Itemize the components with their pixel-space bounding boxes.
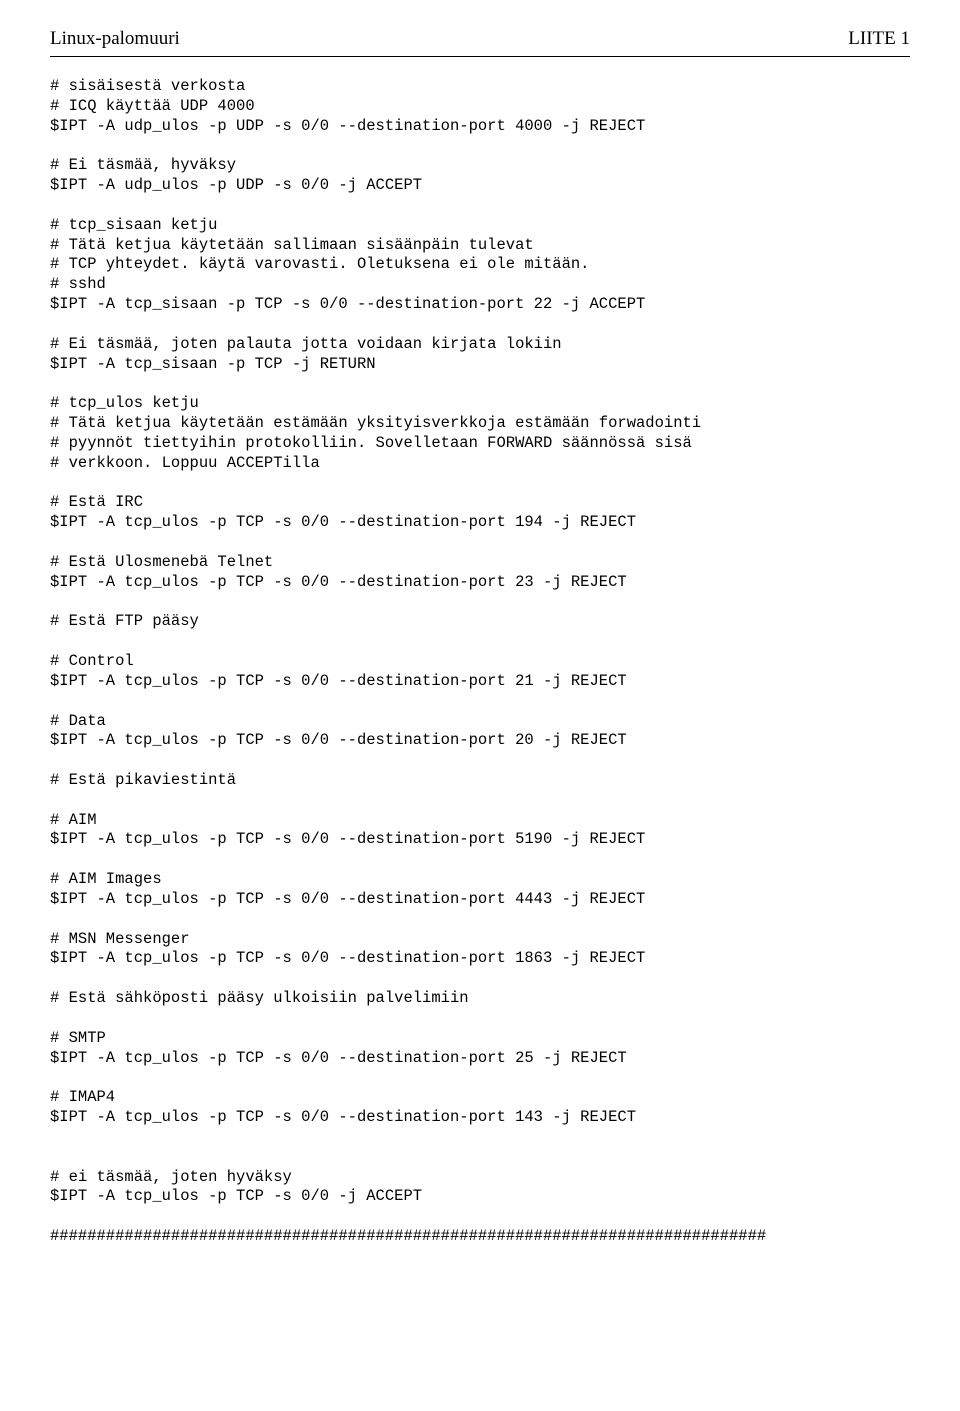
header-left: Linux-palomuuri [50, 28, 180, 50]
header-right: LIITE 1 [848, 28, 910, 50]
header-divider [50, 56, 910, 57]
document-page: Linux-palomuuri LIITE 1 # sisäisestä ver… [0, 0, 960, 1411]
code-listing: # sisäisestä verkosta # ICQ käyttää UDP … [50, 77, 910, 1247]
page-header: Linux-palomuuri LIITE 1 [50, 28, 910, 50]
